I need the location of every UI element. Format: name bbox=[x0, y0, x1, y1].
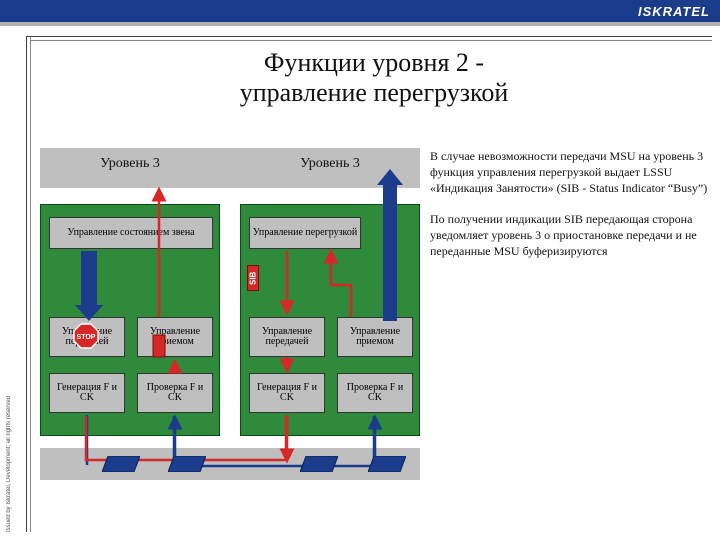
flow-shape-1 bbox=[102, 456, 140, 472]
slide-title: Функции уровня 2 - управление перегрузко… bbox=[40, 48, 708, 108]
cell-link-state: Управление состоянием звена bbox=[49, 217, 213, 249]
cell-tx-right: Управление передачей bbox=[249, 317, 325, 357]
frame-rule-left-1 bbox=[26, 36, 27, 532]
flow-shape-4 bbox=[368, 456, 406, 472]
body-text: В случае невозможности передачи MSU на у… bbox=[430, 148, 708, 273]
level2-box-right: Управление перегрузкой Управление переда… bbox=[240, 204, 420, 436]
cell-rx-right: Управление приемом bbox=[337, 317, 413, 357]
flow-shape-2 bbox=[168, 456, 206, 472]
paragraph-1: В случае невозможности передачи MSU на у… bbox=[430, 148, 708, 197]
cell-rx-left: Управление приемом bbox=[137, 317, 213, 357]
frame-rule-top-1 bbox=[26, 36, 712, 37]
svg-text:STOP: STOP bbox=[77, 334, 96, 341]
cell-gen-right: Генерация F и CK bbox=[249, 373, 325, 413]
frame-rule-top-2 bbox=[30, 40, 712, 41]
title-line-2: управление перегрузкой bbox=[240, 78, 509, 107]
flow-shape-3 bbox=[300, 456, 338, 472]
brand-underline bbox=[0, 22, 720, 26]
footer-vertical-text: Issued by Iskratel, Development; all rig… bbox=[6, 272, 20, 532]
brand-bar: ISKRATEL bbox=[0, 0, 720, 22]
title-line-1: Функции уровня 2 - bbox=[264, 48, 484, 77]
brand-logo: ISKRATEL bbox=[638, 4, 710, 19]
cell-check-right: Проверка F и CK bbox=[337, 373, 413, 413]
sib-tag: SIB bbox=[247, 265, 259, 291]
cell-congestion: Управление перегрузкой bbox=[249, 217, 361, 249]
frame-rule-left-2 bbox=[30, 36, 31, 532]
slide-root: ISKRATEL Issued by Iskratel, Development… bbox=[0, 0, 720, 540]
level3-label-right: Уровень 3 bbox=[240, 156, 420, 172]
cell-gen-left: Генерация F и CK bbox=[49, 373, 125, 413]
diagram: Уровень 3 Уровень 3 Управление состояние… bbox=[40, 148, 420, 488]
stop-sign-icon: STOP bbox=[73, 323, 99, 349]
level2-box-left: Управление состоянием звена Управление п… bbox=[40, 204, 220, 436]
level1-band-bottom bbox=[40, 448, 420, 480]
paragraph-2: По получении индикации SIB передающая ст… bbox=[430, 211, 708, 260]
level3-label-left: Уровень 3 bbox=[40, 156, 220, 172]
cell-check-left: Проверка F и CK bbox=[137, 373, 213, 413]
